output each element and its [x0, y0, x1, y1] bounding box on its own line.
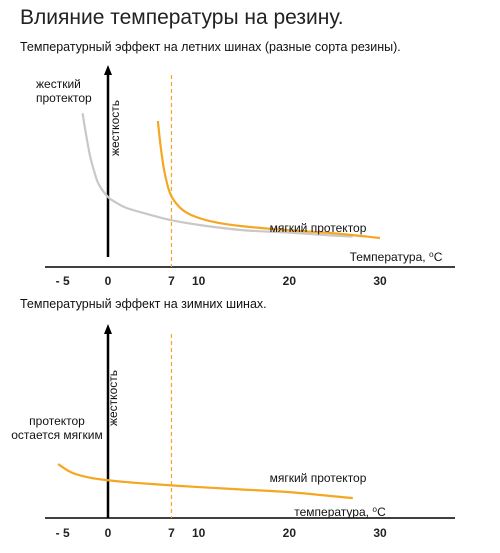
- summer-series-line: [81, 113, 353, 238]
- summer-annotation: мягкий протектор: [270, 221, 367, 235]
- summer-series-line: [156, 120, 381, 240]
- summer-x-tick-label: 20: [283, 274, 297, 288]
- summer-chart-title: Температурный эффект на летних шинах (ра…: [20, 40, 401, 54]
- winter-x-tick-label: - 5: [56, 526, 70, 540]
- winter-x-tick-label: 10: [192, 526, 206, 540]
- winter-x-tick-label: 30: [373, 526, 387, 540]
- winter-annotation: остается мягким: [11, 428, 103, 442]
- winter-x-tick-label: 0: [105, 526, 112, 540]
- summer-x-tick-label: 30: [373, 274, 387, 288]
- summer-x-tick-label: 0: [105, 274, 112, 288]
- summer-x-tick-label: 7: [168, 274, 175, 288]
- summer-x-tick-label: - 5: [56, 274, 70, 288]
- winter-x-axis-label: температура, ⁰C: [294, 505, 386, 519]
- summer-y-axis-label: жесткость: [108, 100, 122, 156]
- winter-x-tick-label: 7: [168, 526, 175, 540]
- winter-y-axis-arrow: [104, 324, 112, 334]
- summer-annotation: жесткий: [36, 77, 81, 91]
- summer-y-axis-arrow: [104, 65, 112, 75]
- winter-chart-title: Температурный эффект на зимних шинах.: [20, 297, 267, 311]
- winter-series-line: [57, 463, 353, 500]
- winter-annotation: мягкий протектор: [270, 471, 367, 485]
- page-title: Влияние температуры на резину.: [20, 6, 344, 29]
- winter-x-tick-label: 20: [283, 526, 297, 540]
- winter-y-axis-label: жесткость: [106, 370, 120, 426]
- summer-annotation: протектор: [36, 91, 92, 105]
- winter-annotation: протектор: [29, 414, 85, 428]
- summer-x-axis-label: Температура, ⁰C: [350, 250, 443, 264]
- summer-x-tick-label: 10: [192, 274, 206, 288]
